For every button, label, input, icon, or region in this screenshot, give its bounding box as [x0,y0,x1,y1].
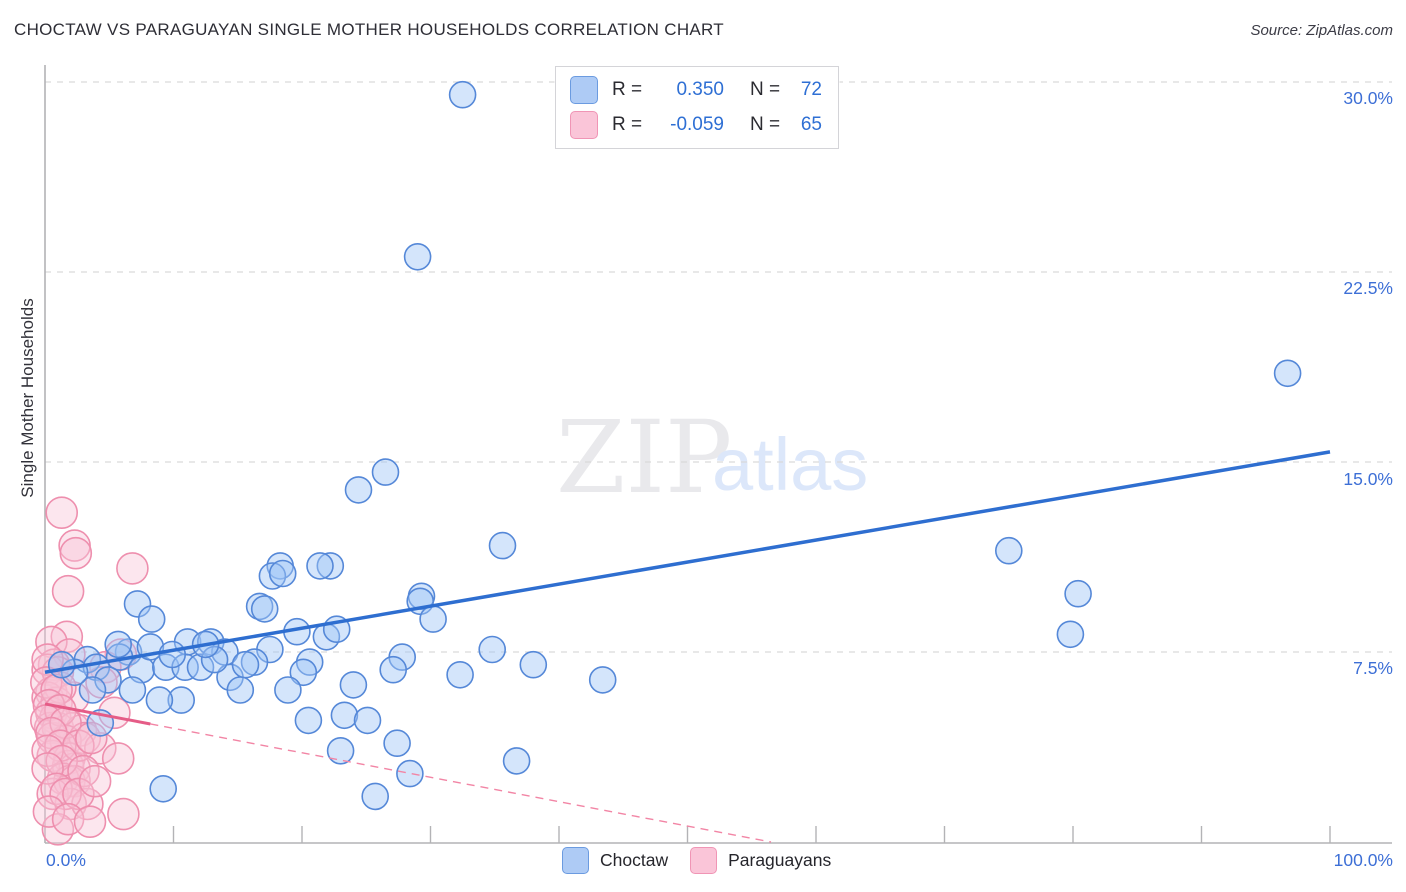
paraguayans-point [101,742,135,775]
stats-row-paraguayans: R = -0.059 N = 65 [570,111,822,139]
choctaw-point [326,736,355,765]
choctaw-point [519,650,548,679]
choctaw-point [371,458,400,486]
stats-legend-box: R = 0.350 N = 72 R = -0.059 N = 65 [555,66,839,149]
choctaw-point [268,559,297,588]
paraguayans-point [59,536,93,570]
paraguayans-point [107,797,140,831]
legend-label: Choctaw [600,850,669,870]
choctaw-point [294,706,323,735]
choctaw-point [488,531,517,560]
choctaw-point [379,655,408,684]
choctaw-point [478,635,507,664]
n-label: N = [750,79,781,100]
paraguayans-swatch-icon [690,847,718,874]
choctaw-point [403,242,432,271]
choctaw-point [258,562,287,590]
choctaw-point [1064,579,1092,608]
choctaw-point [231,650,260,679]
choctaw-point [186,653,215,682]
stats-row-choctaw: R = 0.350 N = 72 [570,76,822,104]
choctaw-trend-line [44,450,1331,674]
choctaw-point [149,774,177,803]
choctaw-point [152,653,180,682]
y-tick-30: 30.0% [1343,88,1393,108]
paraguayans-point [49,777,82,811]
choctaw-point [137,605,166,633]
choctaw-point [316,552,345,580]
n-value: 65 [800,114,822,135]
paraguayans-point [62,777,95,811]
x-tick-100: 100.0% [1333,850,1393,870]
choctaw-point [78,676,107,704]
paraguayans-point [41,812,75,846]
choctaw-point [250,595,279,623]
choctaw-point [588,666,617,694]
source-label: Source: ZipAtlas.com [1250,22,1393,39]
choctaw-point [94,666,122,694]
page-title: CHOCTAW VS PARAGUAYAN SINGLE MOTHER HOUS… [14,20,724,39]
watermark-atlas: atlas [712,423,868,506]
y-tick-22-5: 22.5% [1343,278,1393,298]
paraguayans-point [31,643,64,676]
paraguayans-swatch-icon [570,111,598,139]
choctaw-point [448,80,477,109]
paraguayans-point [78,764,112,798]
choctaw-point [994,536,1023,565]
paraguayans-point [73,805,107,839]
r-label: R = [612,114,643,135]
choctaw-point [145,686,174,714]
n-label: N = [750,114,781,135]
n-value: 72 [800,79,822,100]
paraguayans-point [116,552,149,585]
choctaw-point [104,630,132,659]
choctaw-point [158,640,186,669]
choctaw-swatch-icon [562,847,589,874]
choctaw-point [1056,620,1085,649]
y-tick-15: 15.0% [1343,469,1393,489]
r-label: R = [612,79,643,100]
choctaw-point [339,671,368,699]
y-tick-7-5: 7.5% [1353,658,1393,678]
choctaw-point [47,650,76,679]
paraguayans-point [85,666,118,699]
choctaw-point [200,645,229,674]
choctaw-point [502,747,531,775]
choctaw-point [118,676,147,704]
watermark-zip: ZIP [556,399,732,516]
series-legend: Choctaw Paraguayans [562,847,831,874]
r-value: 0.350 [676,79,724,100]
choctaw-point [167,686,195,714]
choctaw-point [306,552,334,580]
choctaw-point [1273,359,1302,388]
choctaw-point [123,590,152,618]
paraguayans-point [31,752,64,785]
choctaw-point [446,660,474,689]
legend-item-choctaw: Choctaw [562,847,668,874]
choctaw-swatch-icon [570,76,598,104]
choctaw-point [353,706,382,735]
x-tick-0: 0.0% [46,850,86,870]
paraguayans-point [45,496,79,530]
choctaw-point [396,759,424,788]
paraguayans-trend-line [44,702,151,726]
choctaw-point [330,701,359,730]
paraguayans-point [75,721,108,755]
paraguayans-point [32,795,66,828]
paraguayans-trend-line-dashed [150,723,772,843]
choctaw-point [361,782,390,811]
choctaw-point [419,605,447,633]
choctaw-point [344,476,373,504]
legend-item-paraguayans: Paraguayans [690,847,831,874]
choctaw-point [289,658,318,687]
paraguayans-point [51,574,85,608]
r-value: -0.059 [670,114,724,135]
choctaw-point [226,676,255,704]
choctaw-point [274,676,302,704]
choctaw-point [383,729,411,758]
y-axis-title: Single Mother Households [18,298,37,498]
legend-label: Paraguayans [728,850,832,870]
